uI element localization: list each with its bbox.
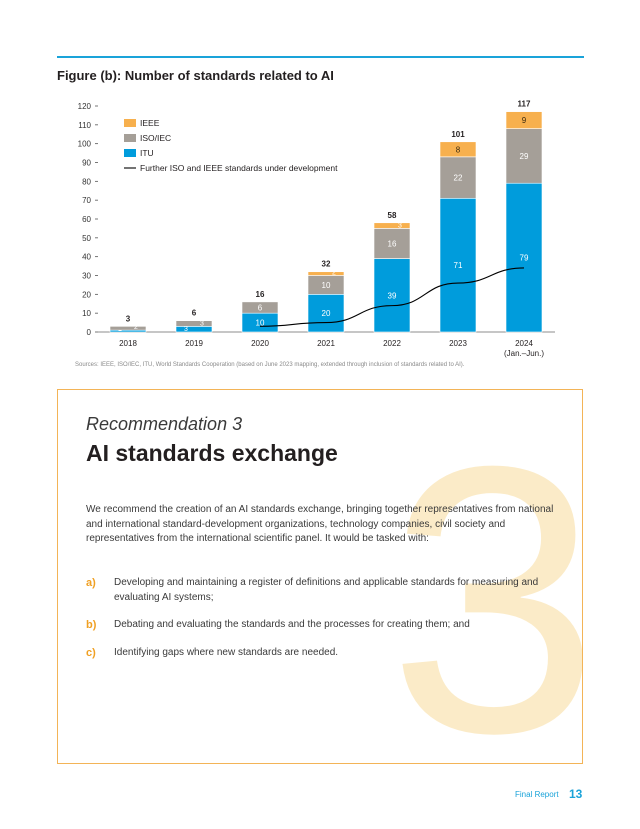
y-tick-label: 100 xyxy=(78,140,92,149)
x-tick-label: 2019 xyxy=(185,339,203,348)
y-tick-label: 40 xyxy=(82,253,91,262)
trend-line xyxy=(259,267,525,327)
bar-segment-isoiec xyxy=(175,320,213,327)
bar-segment-itu xyxy=(439,197,477,333)
legend-label: ISO/IEC xyxy=(140,133,171,143)
x-tick-label: 2020 xyxy=(251,339,269,348)
list-item: a) Developing and maintaining a register… xyxy=(86,576,556,605)
list-item-letter: b) xyxy=(86,619,97,631)
bar-segment-itu xyxy=(307,294,345,333)
list-item-letter: a) xyxy=(86,577,96,589)
bar-value-label: 10 xyxy=(322,281,331,290)
x-tick-label: 2023 xyxy=(449,339,467,348)
y-tick-label: 60 xyxy=(82,215,91,224)
bar-value-label: 16 xyxy=(388,239,397,248)
bar-value-label: 3 xyxy=(398,222,402,229)
bar-segment-isoiec xyxy=(505,128,543,184)
bar-value-label: 6 xyxy=(258,304,263,313)
bar-value-label: 71 xyxy=(454,261,463,270)
bar-segment-itu xyxy=(175,326,213,333)
bar-value-label: 3 xyxy=(184,326,188,333)
y-tick-label: 120 xyxy=(78,102,92,111)
x-tick-label: 2021 xyxy=(317,339,335,348)
legend-swatch xyxy=(124,119,136,127)
bar-value-label: 29 xyxy=(520,152,529,161)
bar-value-label: 3 xyxy=(200,320,204,327)
recommendation-kicker: Recommendation 3 xyxy=(86,414,243,434)
figure-title: Figure (b): Number of standards related … xyxy=(57,68,334,83)
list-item-letter: c) xyxy=(86,646,96,659)
bar-segment-isoiec xyxy=(109,326,147,331)
bar-value-label: 22 xyxy=(454,174,463,183)
y-tick-label: 110 xyxy=(78,121,91,130)
bar-segment-isoiec xyxy=(241,301,279,314)
y-tick-label: 50 xyxy=(82,234,91,243)
bar-segment-ieee xyxy=(307,271,345,276)
recommendation-box: 3 Recommendation 3 AI standards exchange… xyxy=(57,389,583,764)
recommendation-intro: We recommend the creation of an AI stand… xyxy=(86,504,554,544)
y-tick-label: 90 xyxy=(82,159,91,168)
list-item: c) Identifying gaps where new standards … xyxy=(86,646,556,661)
y-tick-label: 30 xyxy=(82,272,91,281)
bar-value-label: 20 xyxy=(322,309,331,318)
footer-label: Final Report xyxy=(515,790,559,799)
y-tick-label: 80 xyxy=(82,177,91,186)
bar-value-label: 2 xyxy=(332,270,336,277)
bar-total-label: 16 xyxy=(256,290,265,299)
bar-segment-isoiec xyxy=(439,156,477,199)
figure-sources: Sources: IEEE, ISO/IEC, ITU, World Stand… xyxy=(75,362,465,368)
x-tick-label: 2022 xyxy=(383,339,401,348)
bar-total-label: 117 xyxy=(518,100,531,109)
y-tick-label: 0 xyxy=(87,328,92,337)
x-tick-label: 2024 xyxy=(515,339,533,348)
bar-segment-ieee xyxy=(439,141,477,158)
y-tick-label: 70 xyxy=(82,196,91,205)
legend-label: IEEE xyxy=(140,118,160,128)
legend-swatch xyxy=(124,149,136,157)
bar-total-label: 32 xyxy=(322,260,331,269)
legend-swatch xyxy=(124,134,136,142)
bar-value-label: 9 xyxy=(522,116,527,125)
y-tick-label: 10 xyxy=(82,309,91,318)
bar-segment-ieee xyxy=(505,111,543,129)
list-item-text: Developing and maintaining a register of… xyxy=(114,577,539,603)
list-item-text: Debating and evaluating the standards an… xyxy=(114,619,470,630)
bar-value-label: 39 xyxy=(388,291,397,300)
bar-total-label: 6 xyxy=(192,309,197,318)
top-rule xyxy=(57,56,584,58)
bar-segment-itu xyxy=(505,182,543,333)
bar-segment-ieee xyxy=(373,222,411,229)
page-number: 13 xyxy=(569,787,583,801)
list-item: b) Debating and evaluating the standards… xyxy=(86,618,556,633)
legend-label: ITU xyxy=(140,148,154,158)
bar-segment-itu xyxy=(373,258,411,333)
list-item-text: Identifying gaps where new standards are… xyxy=(114,646,339,658)
recommendation-list: a) Developing and maintaining a register… xyxy=(86,576,556,673)
bar-total-label: 3 xyxy=(126,314,131,323)
bar-total-label: 101 xyxy=(451,130,465,139)
bar-value-label: 79 xyxy=(520,254,529,263)
legend-label: Further ISO and IEEE standards under dev… xyxy=(140,163,338,173)
standards-bar-chart: 0102030405060708090100110120123201833620… xyxy=(78,100,555,358)
bar-value-label: 2 xyxy=(134,324,138,331)
bar-value-label: 8 xyxy=(456,145,461,154)
bar-value-label: 10 xyxy=(256,319,265,328)
bar-total-label: 58 xyxy=(388,211,397,220)
recommendation-title: AI standards exchange xyxy=(86,440,338,466)
y-tick-label: 20 xyxy=(82,290,91,299)
x-tick-label: 2018 xyxy=(119,339,137,348)
x-tick-sublabel: (Jan.–Jun.) xyxy=(504,349,544,358)
